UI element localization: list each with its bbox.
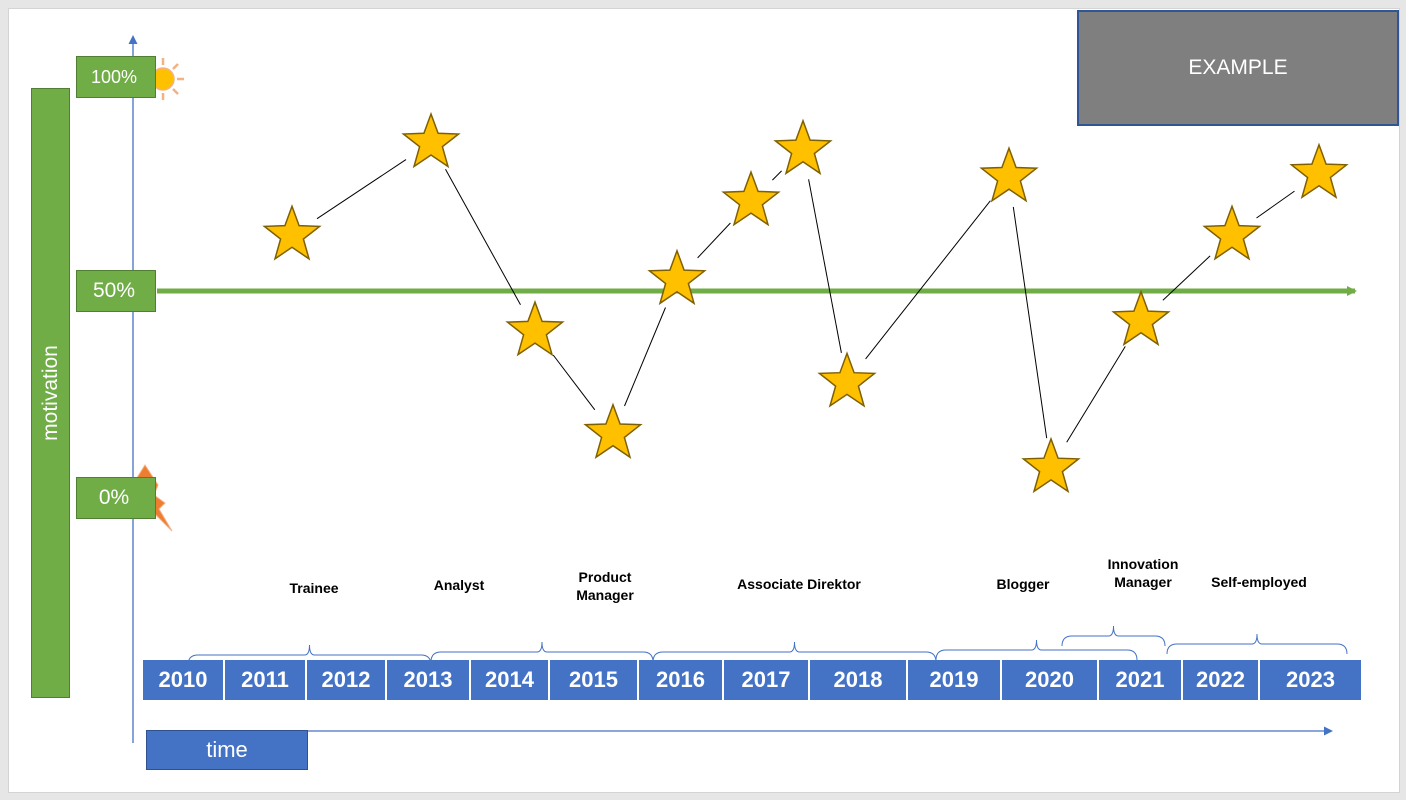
example-box: EXAMPLE (1077, 10, 1399, 126)
year-cell: 2012 (307, 660, 387, 700)
motivation-star-2018 (817, 351, 877, 408)
y-tick-100: 100% (76, 56, 156, 98)
connector-line (865, 200, 991, 360)
role-brace (652, 641, 937, 663)
y-tick-0: 0% (76, 477, 156, 519)
motivation-star-2015 (647, 248, 707, 306)
time-axis-label: time (146, 730, 308, 770)
motivation-star-2016 (721, 169, 781, 227)
year-row: 2010 2011 2012 2013 2014 2015 2016 2017 … (143, 660, 1361, 700)
year-cell: 2011 (225, 660, 307, 700)
year-cell: 2018 (810, 660, 908, 700)
role-label-analyst: Analyst (433, 577, 485, 593)
motivation-star-2013 (505, 299, 565, 357)
year-cell: 2022 (1183, 660, 1260, 700)
role-braces (187, 625, 1348, 666)
motivation-star-2023 (1289, 142, 1349, 199)
motivation-axis-bar (31, 88, 70, 698)
role-label-associate-direktor: Associate Direktor (737, 576, 861, 592)
role-brace (1061, 625, 1166, 647)
year-cell: 2013 (387, 660, 471, 700)
motivation-star-2020 (1021, 436, 1081, 494)
year-cell: 2021 (1099, 660, 1183, 700)
year-cell: 2019 (908, 660, 1002, 700)
motivation-star-2022 (1202, 204, 1262, 261)
role-brace (935, 639, 1138, 661)
motivation-star-2012 (401, 111, 461, 169)
year-cell: 2017 (724, 660, 810, 700)
role-label-blogger: Blogger (996, 576, 1050, 592)
year-cell: 2023 (1260, 660, 1361, 700)
role-label-self-employed: Self-employed (1211, 574, 1307, 590)
connector-line (1066, 346, 1126, 443)
year-cell: 2015 (550, 660, 639, 700)
role-brace (187, 644, 432, 666)
connector-line (697, 222, 731, 259)
year-cell: 2020 (1002, 660, 1099, 700)
y-tick-50: 50% (76, 270, 156, 312)
year-cell: 2016 (639, 660, 724, 700)
slide-canvas: motivation (8, 8, 1400, 793)
year-cell: 2010 (143, 660, 225, 700)
role-label-product-manager: Product Manager (576, 569, 634, 603)
connector-line (808, 179, 842, 353)
role-brace (1166, 633, 1348, 655)
year-cell: 2014 (471, 660, 550, 700)
connector-line (552, 354, 596, 411)
connector-line (772, 170, 782, 181)
motivation-star-2014 (583, 402, 643, 459)
connector-line (1012, 206, 1048, 439)
connector-line (624, 307, 666, 407)
motivation-star-2021 (1111, 289, 1171, 347)
motivation-star-2017 (773, 118, 833, 176)
motivation-star-2019 (979, 146, 1039, 203)
role-label-innovation-manager: Innovation Manager (1107, 556, 1179, 590)
motivation-chart (128, 35, 1357, 743)
connector-line (1162, 255, 1211, 301)
motivation-star-2011 (262, 204, 322, 261)
connector-line (316, 159, 407, 220)
role-label-trainee: Trainee (289, 580, 339, 596)
connector-line (445, 169, 521, 306)
connector-line (1256, 190, 1295, 219)
role-brace (430, 641, 654, 663)
